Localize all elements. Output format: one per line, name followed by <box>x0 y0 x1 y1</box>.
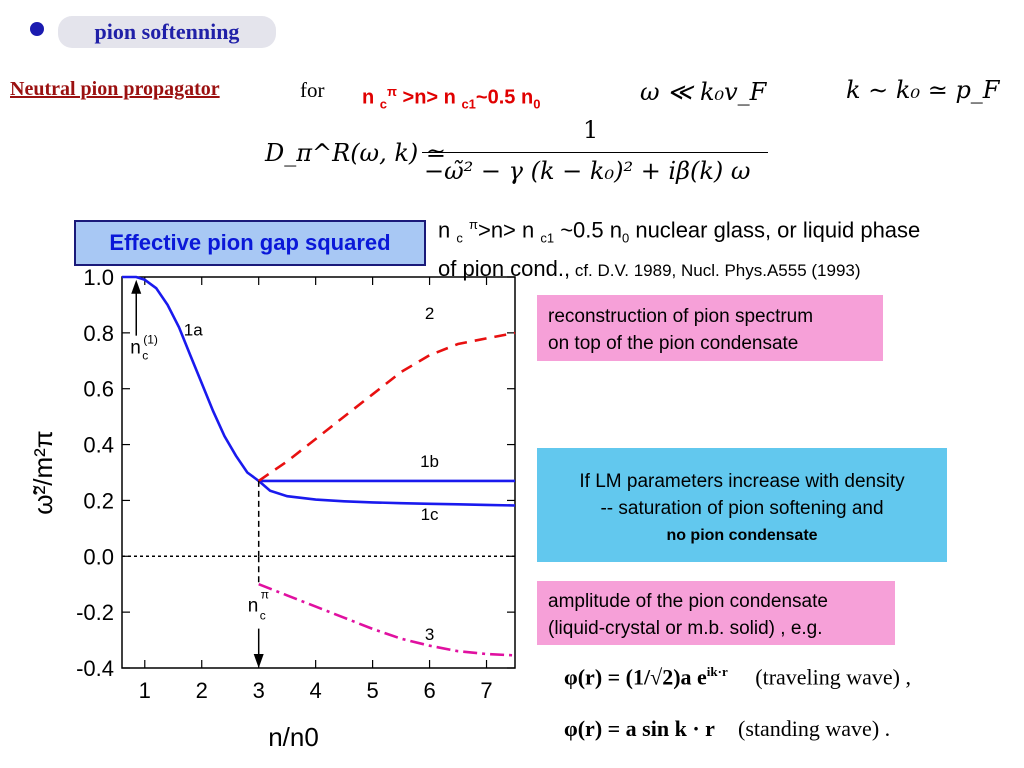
nc1-marker-sup: (1) <box>143 333 158 347</box>
y-tick-label: 0.8 <box>83 321 114 346</box>
traveling-formula: φ(r) = (1/√2)a e <box>564 664 707 690</box>
ncpi-marker-sup: π <box>261 588 269 602</box>
phase-citation: cf. D.V. 1989, Nucl. Phys.A555 (1993) <box>570 260 861 280</box>
y-tick-label: 1.0 <box>83 268 114 290</box>
phase-pi: π <box>468 217 478 232</box>
chart-frame <box>121 276 516 669</box>
density-condition: n cπ >n> n c1~0.5 n0 <box>362 84 540 112</box>
ncpi-arrow-head <box>253 654 264 668</box>
cond-c1: c1 <box>461 96 476 112</box>
y-tick-label: 0.4 <box>83 433 114 458</box>
ncpi-marker-label: n <box>248 596 259 617</box>
phase-note: n c π>n> n c1 ~0.5 n0 nuclear glass, or … <box>438 210 920 286</box>
pion-gap-chart: 1 2 3 4 5 6 7 1.0 0.8 0.6 0.4 0.2 0.0 -0.2 -0.4 n/n0 ω̃²… <box>28 268 516 752</box>
y-axis-label: ω̃²/m²π <box>28 430 58 514</box>
reconstruction-line-1: reconstruction of pion spectrum <box>548 306 814 327</box>
y-tick-label: -0.2 <box>76 600 114 625</box>
y-tick-label: 0.2 <box>83 488 114 513</box>
standing-wave-equation: φ(r) = a sin k · r (standing wave) . <box>564 716 890 742</box>
lm-line-2: -- saturation of pion softening and <box>600 498 884 519</box>
x-tick-label: 6 <box>423 678 435 703</box>
series-line-1c <box>257 479 516 507</box>
phase-c1: c1 <box>540 230 555 246</box>
curve-label: 1c <box>421 505 439 524</box>
phase-zero: 0 <box>621 230 630 246</box>
reconstruction-box: reconstruction of pion spectrum on top o… <box>537 295 883 361</box>
phase-line-2: of pion cond., cf. D.V. 1989, Nucl. Phys… <box>438 254 920 286</box>
phase-rest: nuclear glass, or liquid phase <box>629 217 921 243</box>
phase-approx: ~0.5 n <box>554 217 622 243</box>
y-tick-label: 0.6 <box>83 377 114 402</box>
momentum-regime: k ∼ k₀ ≃ p_F <box>846 76 1000 104</box>
nc1-arrow-head <box>131 279 142 294</box>
curve-label: 2 <box>425 304 434 323</box>
lm-params-box: If LM parameters increase with density -… <box>537 448 947 562</box>
propagator-denominator: −ω̃² − γ (k − k₀)² + iβ(k) ω <box>424 157 751 185</box>
phase-c: c <box>456 230 463 246</box>
curve-label: 1b <box>420 452 439 471</box>
propagator-lhs: D_π^R(ω, k) ≃ <box>265 139 447 167</box>
x-tick-label: 3 <box>253 678 265 703</box>
y-tick-label: 0.0 <box>83 544 114 569</box>
section-heading: Neutral pion propagator <box>10 78 220 100</box>
y-tick-label: -0.4 <box>76 656 114 681</box>
phase-n: n <box>438 217 457 243</box>
curve-label: 3 <box>425 625 434 644</box>
cond-mid: >n> n <box>402 86 456 109</box>
curve-label: 1a <box>184 321 203 340</box>
x-tick-label: 5 <box>366 678 378 703</box>
traveling-label: (traveling wave) , <box>755 664 912 690</box>
nc1-marker-label: n <box>130 338 141 359</box>
traveling-exponent: ik·r <box>706 664 728 679</box>
cond-zero: 0 <box>533 96 541 112</box>
cond-n: n <box>362 86 375 109</box>
cond-approx: ~0.5 n <box>475 86 534 109</box>
topic-title: pion softenning <box>58 16 276 48</box>
x-tick-label: 1 <box>139 678 151 703</box>
amplitude-line-1: amplitude of the pion condensate <box>548 591 828 612</box>
lm-bold-line: no pion condensate <box>666 527 818 544</box>
series-line-1a <box>122 275 260 482</box>
standing-formula: φ(r) = a sin k · r <box>564 716 715 741</box>
series-line-3 <box>258 582 516 657</box>
phase-mid: >n> n <box>477 217 541 243</box>
fraction-bar <box>422 152 768 153</box>
amplitude-box: amplitude of the pion condensate (liquid… <box>537 581 895 645</box>
propagator-numerator: 1 <box>583 116 599 144</box>
reconstruction-line-2: on top of the pion condensate <box>548 333 799 354</box>
x-tick-label: 7 <box>480 678 492 703</box>
gap-label-box: Effective pion gap squared <box>74 220 426 266</box>
nc1-marker-sub: c <box>142 349 148 363</box>
cond-c: c <box>379 96 388 112</box>
x-tick-label: 4 <box>310 678 322 703</box>
amplitude-line-2: (liquid-crystal or m.b. solid) , e.g. <box>548 618 823 639</box>
for-word: for <box>300 78 325 102</box>
phase-line-1: n c π>n> n c1 ~0.5 n0 nuclear glass, or … <box>438 210 920 254</box>
x-axis-label: n/n0 <box>268 722 319 752</box>
chart-plot-area: 1 2 3 4 5 6 7 1.0 0.8 0.6 0.4 0.2 0.0 -0.2 -0.4 n/n0 ω̃²… <box>28 268 516 752</box>
lm-line-1: If LM parameters increase with density <box>579 471 905 492</box>
traveling-wave-equation: φ(r) = (1/√2)a eik·r (traveling wave) , <box>564 664 911 690</box>
cond-pi: π <box>387 84 397 99</box>
bullet-icon <box>30 22 44 36</box>
ncpi-marker-sub: c <box>260 609 266 623</box>
x-tick-label: 2 <box>196 678 208 703</box>
series-line-2 <box>257 331 516 482</box>
standing-label: (standing wave) . <box>738 716 891 741</box>
frequency-regime: ω ≪ k₀v_F <box>640 78 767 106</box>
